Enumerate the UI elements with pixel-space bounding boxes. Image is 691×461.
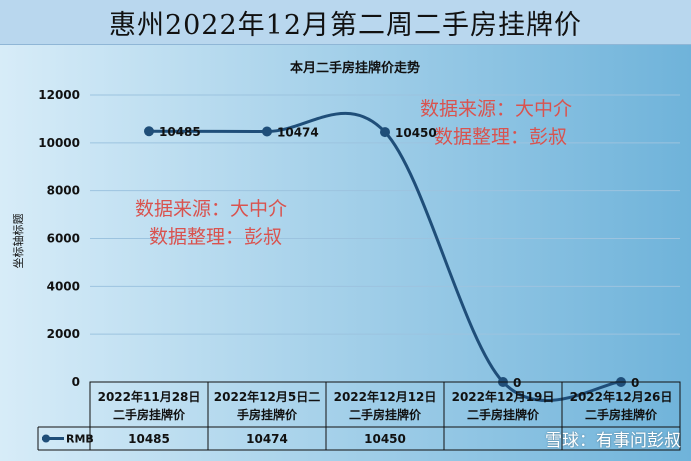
x-tick-label: 2022年11月28日	[98, 389, 201, 404]
x-tick-label: 2022年12月12日	[334, 389, 437, 404]
data-label: 10474	[277, 125, 319, 139]
data-label: 0	[513, 376, 521, 390]
legend-label: RMB	[66, 433, 94, 446]
x-tick-label: 二手房挂牌价	[467, 407, 540, 422]
watermark-source: 数据来源：大中介	[420, 98, 572, 120]
y-axis-title: 坐标轴标题	[11, 214, 25, 269]
data-point	[262, 126, 272, 137]
watermark-editor: 数据整理：彭叔	[149, 226, 282, 248]
legend-marker	[42, 434, 50, 443]
x-tick-label: 手房挂牌价	[237, 407, 298, 422]
data-label: 0	[631, 376, 639, 390]
y-tick-label: 2000	[47, 327, 80, 341]
x-tick-label: 2022年12月5日二	[214, 389, 320, 404]
y-tick-label: 4000	[47, 279, 80, 293]
line-chart: 本月二手房挂牌价走势 坐标轴标题 0 2000 4000 6000 8000 10000 1…	[0, 45, 691, 461]
table-border	[89, 381, 681, 451]
data-label: 10485	[159, 125, 201, 139]
footer-brand: 雪球：有事问彭叔	[545, 431, 681, 451]
data-table: 2022年11月28日二手房挂牌价104852022年12月5日二手房挂牌价10…	[37, 381, 681, 451]
y-tick-label: 10000	[38, 136, 80, 150]
data-point	[144, 126, 154, 137]
x-tick-label: 二手房挂牌价	[585, 407, 658, 422]
page-title: 惠州2022年12月第二周二手房挂牌价	[0, 0, 691, 45]
y-tick-label: 0	[72, 375, 80, 389]
x-tick-label: 2022年12月26日	[570, 389, 673, 404]
watermark-editor: 数据整理：彭叔	[434, 126, 567, 148]
x-tick-label: 2022年12月19日	[452, 389, 555, 404]
data-label: 10450	[395, 126, 437, 140]
x-tick-label: 二手房挂牌价	[349, 407, 422, 422]
y-axis-ticks: 0 2000 4000 6000 8000 10000 12000	[38, 88, 80, 389]
table-cell: 10485	[128, 432, 170, 446]
table-cell: 10450	[364, 432, 406, 446]
y-tick-label: 12000	[38, 88, 80, 102]
series-line	[148, 111, 622, 402]
data-point	[380, 127, 390, 138]
x-tick-label: 二手房挂牌价	[113, 407, 186, 422]
table-cell: 10474	[246, 432, 288, 446]
chart-title: 本月二手房挂牌价走势	[290, 60, 420, 76]
series: 10485 10474 10450 0 0	[144, 111, 639, 402]
watermark-source: 数据来源：大中介	[135, 198, 287, 220]
y-tick-label: 8000	[47, 184, 80, 198]
chart-area: 本月二手房挂牌价走势 坐标轴标题 0 2000 4000 6000 8000 10000 1…	[0, 45, 691, 461]
y-tick-label: 6000	[47, 232, 80, 246]
